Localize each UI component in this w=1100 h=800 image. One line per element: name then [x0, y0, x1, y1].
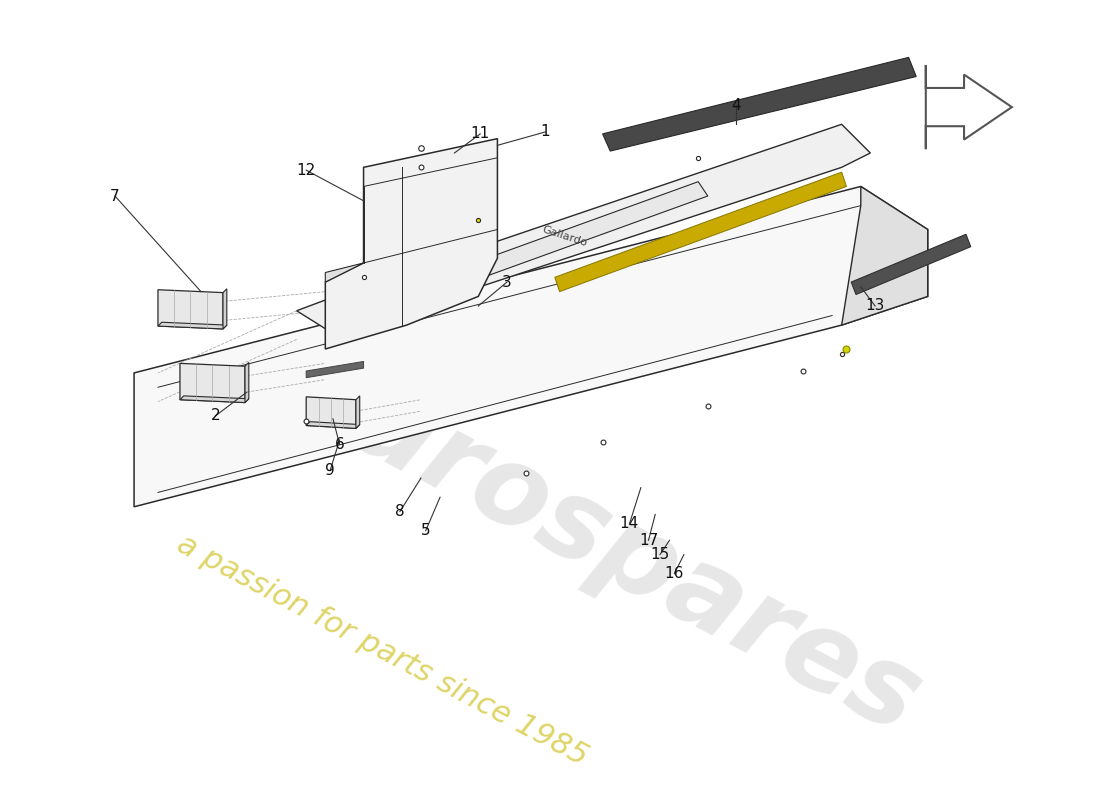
Text: Gallardo: Gallardo [540, 224, 589, 248]
Polygon shape [158, 290, 223, 329]
Text: 13: 13 [866, 298, 884, 314]
Polygon shape [306, 362, 364, 378]
Polygon shape [554, 172, 846, 292]
Polygon shape [926, 65, 1012, 149]
Text: 4: 4 [732, 98, 741, 113]
Text: 9: 9 [326, 463, 336, 478]
Polygon shape [356, 396, 360, 428]
Polygon shape [134, 186, 927, 506]
Text: 8: 8 [395, 504, 405, 519]
Text: 14: 14 [619, 517, 639, 531]
Text: 6: 6 [334, 437, 344, 452]
Polygon shape [297, 124, 870, 334]
Text: 12: 12 [297, 162, 316, 178]
Polygon shape [223, 289, 227, 329]
Text: 1: 1 [540, 125, 550, 139]
Text: 7: 7 [110, 189, 120, 203]
Polygon shape [326, 138, 497, 349]
Text: 17: 17 [639, 533, 658, 548]
Polygon shape [306, 422, 360, 428]
Polygon shape [245, 362, 249, 402]
Text: 15: 15 [650, 547, 670, 562]
Text: 11: 11 [471, 126, 490, 142]
Polygon shape [306, 397, 356, 428]
Polygon shape [158, 322, 227, 329]
Polygon shape [326, 263, 364, 282]
Polygon shape [842, 186, 927, 325]
Polygon shape [180, 363, 245, 402]
Text: 2: 2 [210, 409, 220, 423]
Text: eurospares: eurospares [268, 333, 938, 757]
Polygon shape [603, 58, 916, 151]
Text: 16: 16 [664, 566, 684, 582]
Text: 3: 3 [502, 274, 512, 290]
Text: 5: 5 [421, 523, 430, 538]
Polygon shape [851, 234, 970, 294]
Text: a passion for parts since 1985: a passion for parts since 1985 [173, 530, 593, 771]
Polygon shape [421, 182, 707, 297]
Polygon shape [180, 396, 249, 402]
